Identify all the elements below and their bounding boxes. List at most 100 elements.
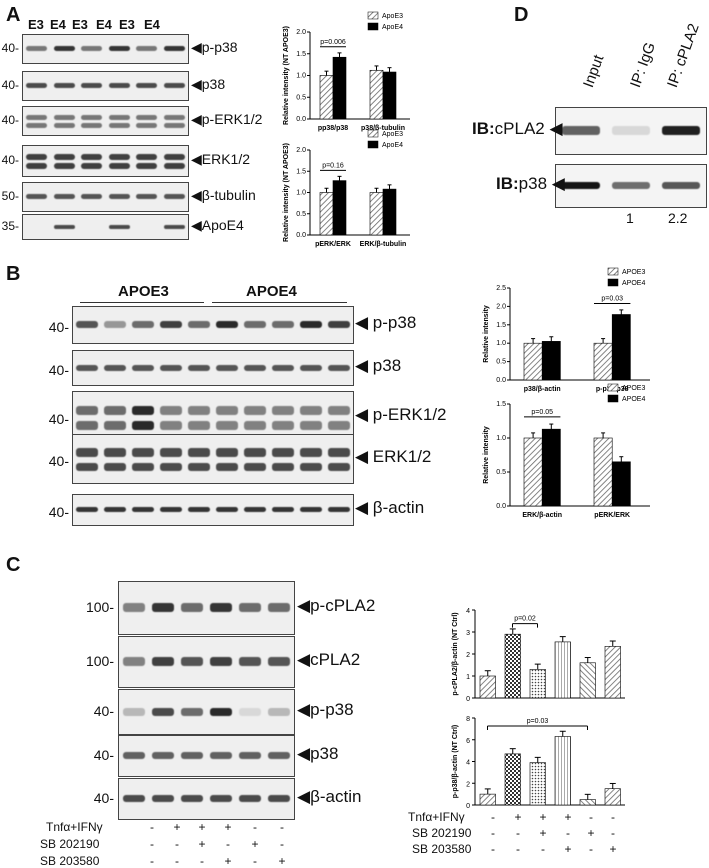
bar — [332, 180, 347, 236]
chart-treatment-sign: - — [491, 842, 495, 856]
blot-label: ◀β-actin — [297, 787, 362, 806]
y-tick-label: 0 — [466, 696, 470, 703]
y-tick-label: 0.0 — [296, 116, 306, 123]
y-axis-label: p-p38/β-actin (NT Ctrl) — [452, 725, 459, 799]
band — [612, 181, 650, 190]
band — [108, 46, 130, 52]
p-value: p=0.02 — [514, 616, 536, 623]
band — [163, 224, 185, 229]
treatment-sign: + — [173, 820, 181, 834]
band — [300, 421, 322, 430]
band — [26, 194, 48, 200]
band — [81, 225, 102, 229]
legend-label: APOE4 — [622, 396, 645, 403]
band — [104, 462, 126, 472]
band — [328, 406, 350, 415]
blot-label: ◀p-p38 — [191, 39, 238, 55]
y-tick-label: 0.0 — [296, 232, 306, 239]
lane-label: E4 — [144, 17, 160, 32]
band — [160, 448, 182, 458]
chart-treatment-sign: - — [516, 826, 520, 840]
band — [163, 194, 185, 200]
band — [53, 114, 75, 120]
blot-label: ◀ β-actin — [355, 498, 425, 517]
ib-prefix: IB: — [496, 174, 519, 193]
treatment-sign: - — [150, 854, 154, 868]
band — [216, 364, 238, 371]
band — [210, 602, 233, 613]
band — [216, 462, 238, 472]
band — [210, 752, 233, 760]
legend-label: ApoE3 — [382, 13, 403, 20]
chart-treatment-sign: + — [539, 810, 547, 824]
legend-label: ApoE4 — [382, 24, 403, 31]
panel-b-letter: B — [6, 263, 21, 285]
band — [300, 406, 322, 415]
band — [104, 421, 126, 430]
band — [328, 462, 350, 472]
blot-label: ◀p-ERK1/2 — [191, 111, 263, 127]
band — [244, 507, 266, 513]
blot-panel-b — [72, 350, 354, 386]
blot-label: ◀p38 — [297, 744, 339, 763]
legend-swatch — [367, 11, 379, 20]
band — [272, 406, 294, 415]
band — [108, 163, 130, 169]
x-tick-label: ERK/β-actin — [522, 512, 562, 519]
y-tick-label: 8 — [466, 716, 470, 723]
band — [272, 448, 294, 458]
band — [300, 507, 322, 513]
chart-treatment-sign: + — [564, 842, 572, 856]
bar — [604, 788, 621, 806]
chart-treatment-sign: - — [611, 810, 615, 824]
treatment-sign: + — [224, 854, 232, 868]
p-value: p=0.16 — [322, 162, 344, 169]
chart-treatment-sign: - — [589, 810, 593, 824]
band — [122, 707, 145, 716]
blot-panel-a — [22, 71, 189, 101]
band — [104, 507, 126, 513]
band — [26, 114, 48, 120]
band — [132, 421, 154, 430]
band — [81, 83, 103, 89]
band — [160, 364, 182, 371]
band — [612, 126, 650, 135]
treatment-sign: - — [150, 820, 154, 834]
treatment-sign: - — [280, 820, 284, 834]
lane-label: E4 — [50, 17, 66, 32]
ib-target: cPLA2 — [494, 119, 545, 138]
band — [136, 225, 157, 229]
band — [53, 154, 75, 160]
bar — [504, 633, 521, 699]
band — [268, 602, 291, 613]
blot-label: ◀p38 — [191, 76, 226, 92]
band — [108, 123, 130, 129]
ib-prefix: IB: — [472, 119, 495, 138]
band — [244, 406, 266, 415]
band — [188, 448, 210, 458]
band — [81, 194, 103, 200]
blot-panel-b — [72, 434, 354, 484]
treatment-sign: + — [198, 837, 206, 851]
band — [132, 406, 154, 415]
y-tick-label: 1 — [466, 674, 470, 681]
group-label-apoe3: APOE3 — [118, 283, 169, 300]
band — [244, 448, 266, 458]
band — [76, 321, 98, 328]
quant-value: 1 — [626, 210, 634, 226]
bar — [579, 662, 596, 699]
band — [300, 448, 322, 458]
mw-marker: 40- — [48, 362, 69, 378]
band — [562, 126, 600, 135]
bar — [593, 437, 613, 507]
treatment-name: SB 202190 — [40, 837, 100, 851]
y-tick-label: 1.5 — [296, 51, 306, 58]
band — [108, 83, 130, 89]
band — [244, 321, 266, 328]
mw-marker: 40- — [1, 41, 19, 55]
band — [244, 462, 266, 472]
y-tick-label: 0.0 — [496, 503, 506, 510]
bar — [382, 188, 397, 236]
band — [76, 364, 98, 371]
y-tick-label: 1.0 — [496, 340, 506, 347]
